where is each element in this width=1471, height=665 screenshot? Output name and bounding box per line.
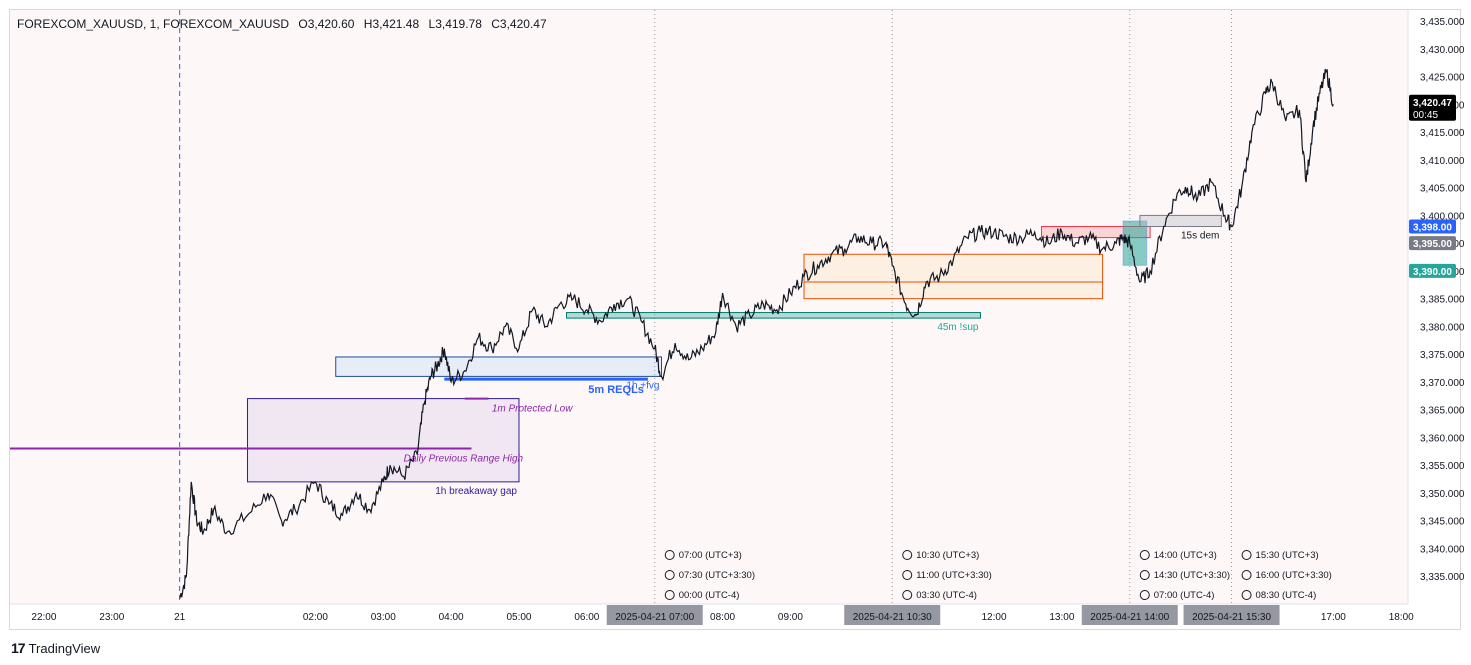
y-tick-label: 3,430.000 [1420,45,1465,56]
x-tick-label: 18:00 [1389,612,1414,623]
clock-icon [902,590,913,600]
zone-box [1139,214,1222,228]
y-tick-label: 3,350.000 [1420,489,1465,500]
clock-icon [1139,590,1150,600]
clock-icon [1139,570,1150,580]
y-tick-label: 3,370.000 [1420,378,1465,389]
x-highlight-label: 2025-04-21 14:00 [1090,612,1169,623]
price-label-box [1409,94,1456,121]
x-highlight-label: 2025-04-21 15:30 [1192,612,1271,623]
x-tick-label: 13:00 [1049,612,1074,623]
y-tick-label: 3,380.000 [1420,322,1465,333]
y-tick-label: 3,410.000 [1420,156,1465,167]
x-tick-label: 06:00 [574,612,599,623]
price-label-text: 3,390.00 [1413,267,1452,278]
y-tick-label: 3,360.000 [1420,433,1465,444]
y-tick-label: 3,435.000 [1420,17,1465,28]
price-label-countdown: 00:45 [1413,110,1438,121]
level-label: 1m Protected Low [492,404,573,415]
x-highlight-box [1081,605,1178,625]
x-tick-label: 08:00 [710,612,735,623]
x-highlight-label: 2025-04-21 10:30 [853,612,932,623]
price-label-box [1409,263,1456,278]
zone-box [335,356,662,377]
clock-icon [664,570,675,580]
price-label-text: 3,420.47 [1413,98,1452,109]
tradingview-logo-icon: 17 [11,640,26,656]
session-time-label: 16:00 (UTC+3:30) [1256,570,1332,581]
x-tick-label: 04:00 [439,612,464,623]
y-tick-label: 3,340.000 [1420,544,1465,555]
clock-icon [664,590,675,600]
price-label-text: 3,398.00 [1413,223,1452,234]
level-label: Daily Previous Range High [404,454,524,465]
y-tick-label: 3,365.000 [1420,406,1465,417]
price-series-line [179,68,1334,599]
x-tick-label: 23:00 [99,612,124,623]
zone-box [247,398,520,483]
x-tick-label: 12:00 [982,612,1007,623]
x-highlight-label: 2025-04-21 07:00 [615,612,694,623]
x-highlight-box [1183,605,1280,625]
y-tick-label: 3,425.000 [1420,73,1465,84]
zone-label: 1h +fvg [626,380,659,391]
session-time-label: 14:30 (UTC+3:30) [1154,570,1230,581]
price-label-box [1409,236,1456,251]
y-tick-label: 3,415.000 [1420,128,1465,139]
x-tick-label: 21 [174,612,186,623]
tradingview-brand[interactable]: 17 TradingView [11,640,100,656]
x-tick-label: 17:00 [1321,612,1346,623]
y-tick-label: 3,355.000 [1420,461,1465,472]
y-tick-label: 3,385.000 [1420,295,1465,306]
open-value: O3,420.60 [298,17,355,31]
zone-box [1122,220,1148,266]
session-time-label: 11:00 (UTC+3:30) [916,570,992,581]
x-tick-label: 02:00 [303,612,328,623]
session-time-label: 07:00 (UTC-4) [1154,590,1215,601]
y-tick-label: 3,400.000 [1420,211,1465,222]
x-highlight-box [606,605,703,625]
session-time-label: 10:30 (UTC+3) [916,550,979,561]
brand-name: TradingView [28,640,101,656]
y-tick-label: 3,405.000 [1420,184,1465,195]
clock-icon [902,570,913,580]
x-tick-label: 05:00 [506,612,531,623]
symbol-title: FOREXCOM_XAUUSD, 1, FOREXCOM_XAUUSD [17,17,290,31]
clock-icon [1241,590,1252,600]
clock-icon [902,550,913,560]
price-label-text: 3,395.00 [1413,239,1452,250]
zone-label: 45m !sup [937,322,979,333]
high-value: H3,421.48 [363,17,420,31]
session-time-label: 03:30 (UTC-4) [916,590,977,601]
clock-icon [664,550,675,560]
low-value: L3,419.78 [428,17,482,31]
x-tick-label: 22:00 [31,612,56,623]
zone-label: 1h breakaway gap [435,486,517,497]
clock-icon [1241,550,1252,560]
x-tick-label: 09:00 [778,612,803,623]
session-time-label: 15:30 (UTC+3) [1256,550,1319,561]
close-value: C3,420.47 [491,17,547,31]
session-time-label: 08:30 (UTC-4) [1256,590,1317,601]
session-time-label: 07:00 (UTC+3) [679,550,742,561]
session-time-label: 07:30 (UTC+3:30) [679,570,755,581]
x-tick-label: 03:00 [371,612,396,623]
y-tick-label: 3,335.000 [1420,572,1465,583]
legend-ohlc: FOREXCOM_XAUUSD, 1, FOREXCOM_XAUUSD O3,4… [17,17,553,31]
chart-frame [9,9,1461,630]
clock-icon [1241,570,1252,580]
session-time-label: 00:00 (UTC-4) [679,590,740,601]
zone-label: 15s dem [1181,231,1219,242]
clock-icon [1139,550,1150,560]
plot-area[interactable] [10,10,1408,604]
x-highlight-box [844,605,941,625]
level-label: 5m REQLs [588,384,644,396]
session-time-label: 14:00 (UTC+3) [1154,550,1217,561]
y-tick-label: 3,375.000 [1420,350,1465,361]
y-tick-label: 3,345.000 [1420,517,1465,528]
price-label-box [1409,219,1456,234]
